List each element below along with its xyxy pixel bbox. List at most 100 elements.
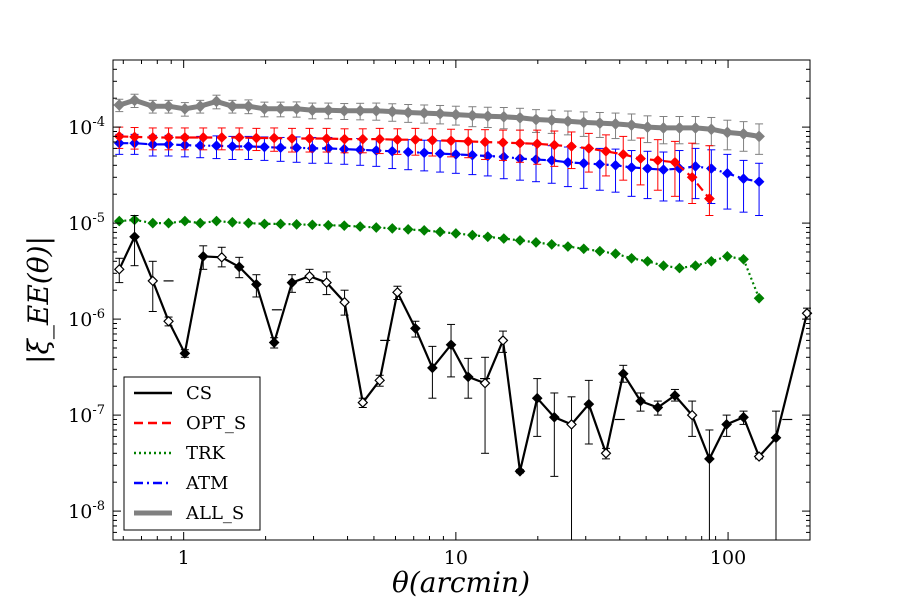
data-point [113, 263, 125, 275]
data-point [531, 138, 543, 150]
data-point [546, 239, 558, 250]
data-point [374, 133, 386, 145]
data-point [128, 94, 141, 107]
y-tick-label: 10-6 [68, 307, 105, 331]
data-point [392, 134, 403, 146]
data-point [286, 133, 298, 144]
data-point [753, 130, 765, 143]
data-point [658, 164, 669, 176]
data-point [686, 171, 698, 183]
data-point [354, 104, 367, 117]
data-point [669, 156, 681, 168]
series-line [119, 142, 760, 183]
data-point [233, 132, 245, 143]
data-point [251, 279, 262, 290]
data-point [163, 132, 174, 143]
data-point [286, 277, 298, 288]
data-point [307, 219, 318, 231]
data-point [497, 137, 509, 148]
data-point [450, 108, 462, 121]
data-point [410, 323, 421, 334]
data-point [386, 223, 398, 234]
data-point [216, 132, 228, 143]
legend-box [123, 376, 261, 531]
y-axis-title: |ξ_EE(θ)| [22, 236, 55, 364]
data-point [227, 141, 238, 152]
data-point [322, 219, 334, 231]
data-point [402, 146, 414, 158]
data-point [514, 465, 526, 477]
data-point [418, 225, 430, 236]
data-point [686, 409, 698, 421]
data-point [450, 228, 462, 239]
data-point [479, 136, 491, 148]
data-point [530, 237, 542, 248]
data-point [418, 147, 430, 159]
series-all-s [113, 93, 765, 155]
data-point [497, 110, 510, 123]
data-point [600, 447, 612, 459]
data-point [357, 133, 369, 145]
data-point [147, 132, 159, 143]
data-point [113, 99, 126, 111]
data-point [652, 155, 664, 166]
data-point [753, 176, 765, 188]
data-point [704, 193, 715, 204]
data-point [641, 121, 654, 133]
data-point [497, 335, 509, 346]
data-point [466, 109, 479, 122]
data-point [194, 217, 206, 229]
data-point [402, 224, 414, 235]
data-point [583, 143, 595, 154]
data-point [531, 392, 543, 404]
data-point [243, 217, 254, 229]
data-point [562, 241, 574, 252]
data-point [147, 217, 159, 229]
data-point [738, 173, 749, 185]
data-point [770, 432, 782, 444]
data-point [657, 122, 670, 134]
data-point [259, 218, 270, 230]
legend-label: CS [186, 383, 212, 404]
data-point [113, 215, 125, 227]
data-point [738, 253, 749, 265]
data-point [462, 136, 474, 147]
data-point [197, 132, 209, 143]
data-point [275, 142, 286, 154]
y-tick-label: 10-7 [68, 403, 105, 427]
data-point [481, 110, 494, 123]
data-point [354, 221, 366, 232]
data-point [179, 215, 191, 227]
data-point [642, 163, 653, 174]
data-point [462, 371, 474, 383]
axes: 1 10 100 10-8 10-7 10-6 10-5 10-4 [68, 59, 811, 569]
data-point [210, 95, 223, 108]
data-point [357, 397, 369, 408]
data-point [610, 248, 621, 260]
data-point [617, 368, 629, 380]
data-point [635, 395, 646, 407]
data-point [642, 255, 653, 267]
data-point [722, 167, 733, 179]
data-point [338, 220, 350, 232]
data-point [594, 158, 606, 170]
data-point [392, 286, 403, 298]
data-point [242, 100, 255, 113]
data-point [197, 251, 209, 262]
data-point [146, 100, 159, 113]
series-cs [113, 214, 813, 541]
data-point [243, 141, 254, 152]
data-point [548, 411, 560, 423]
data-point [291, 219, 302, 230]
data-point [163, 217, 174, 229]
data-point [386, 145, 398, 157]
data-point [562, 156, 574, 168]
data-point [674, 163, 685, 174]
data-point [562, 115, 574, 128]
data-point [179, 347, 191, 359]
data-point [322, 104, 335, 117]
data-point [652, 402, 664, 413]
y-tick-label: 10-4 [68, 115, 105, 139]
data-point [434, 226, 446, 238]
